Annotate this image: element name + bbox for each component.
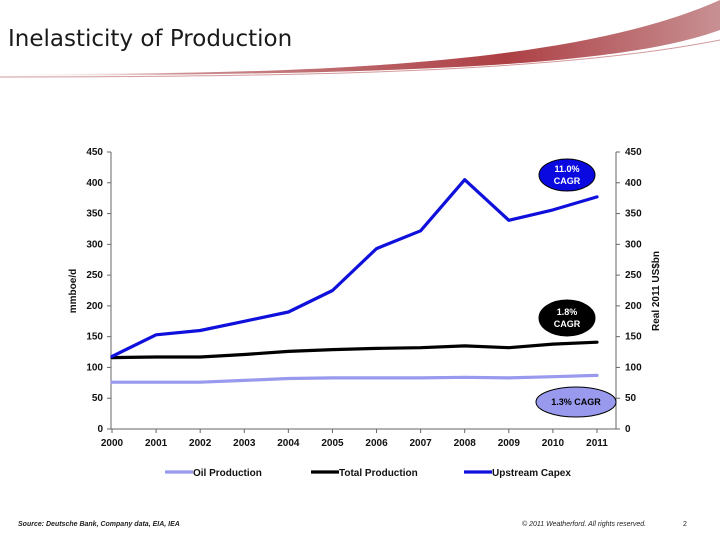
y-tick-label-right: 0 — [625, 424, 631, 435]
cagr-bubble — [538, 299, 596, 337]
y-tick-label-right: 250 — [625, 270, 642, 281]
y-tick-label-left: 50 — [92, 393, 104, 404]
y-tick-label-left: 150 — [86, 332, 103, 343]
x-tick-label: 2002 — [189, 438, 212, 449]
y-tick-label-right: 400 — [625, 178, 642, 189]
y-tick-label-right: 100 — [625, 362, 642, 373]
y-tick-label-left: 0 — [97, 424, 103, 435]
x-tick-label: 2011 — [586, 438, 608, 449]
y-tick-label-left: 200 — [86, 301, 103, 312]
legend-label: Oil Production — [193, 468, 262, 479]
legend-label: Total Production — [339, 468, 418, 479]
series-line-upstream-capex — [110, 178, 599, 358]
cagr-label: 1.3% CAGR — [551, 397, 601, 407]
y-tick-label-left: 450 — [86, 147, 103, 158]
cagr-label: CAGR — [554, 319, 581, 329]
x-tick-label: 2008 — [454, 438, 477, 449]
x-tick-label: 2001 — [145, 438, 168, 449]
header-swoosh — [0, 0, 720, 78]
y-tick-label-left: 300 — [86, 239, 103, 250]
cagr-bubble — [538, 158, 596, 192]
y-tick-label-left: 400 — [86, 178, 103, 189]
y-tick-label-left: 350 — [86, 209, 103, 220]
x-tick-label: 2007 — [410, 438, 433, 449]
y-tick-label-right: 350 — [625, 209, 642, 220]
y-axis-label-right: Real 2011 US$bn — [651, 251, 662, 331]
y-tick-label-right: 450 — [625, 147, 642, 158]
x-tick-label: 2005 — [321, 438, 344, 449]
series-line-oil-production — [110, 373, 599, 384]
cagr-bubble — [535, 386, 617, 418]
cagr-label: 1.8% — [557, 307, 578, 317]
y-tick-label-right: 300 — [625, 239, 642, 250]
y-tick-label-right: 50 — [625, 393, 637, 404]
cagr-label: 11.0% — [554, 164, 579, 174]
x-tick-label: 2000 — [101, 438, 124, 449]
x-tick-label: 2006 — [365, 438, 388, 449]
y-tick-label-right: 200 — [625, 301, 642, 312]
source-note: Source: Deutsche Bank, Company data, EIA… — [18, 521, 180, 528]
x-tick-label: 2004 — [277, 438, 300, 449]
y-tick-label-right: 150 — [625, 332, 642, 343]
y-tick-label-left: 250 — [86, 270, 103, 281]
slide-title: Inelasticity of Production — [8, 26, 293, 52]
x-tick-label: 2009 — [498, 438, 521, 449]
series-line-total-production — [110, 340, 599, 360]
copyright-note: © 2011 Weatherford. All rights reserved. — [522, 521, 647, 528]
y-tick-label-left: 100 — [86, 362, 103, 373]
x-tick-label: 2010 — [542, 438, 565, 449]
y-axis-label-left: mmboe/d — [68, 269, 79, 313]
cagr-label: CAGR — [554, 176, 581, 186]
legend-label: Upstream Capex — [492, 468, 571, 479]
page-number: 2 — [683, 521, 687, 528]
x-tick-label: 2003 — [233, 438, 256, 449]
